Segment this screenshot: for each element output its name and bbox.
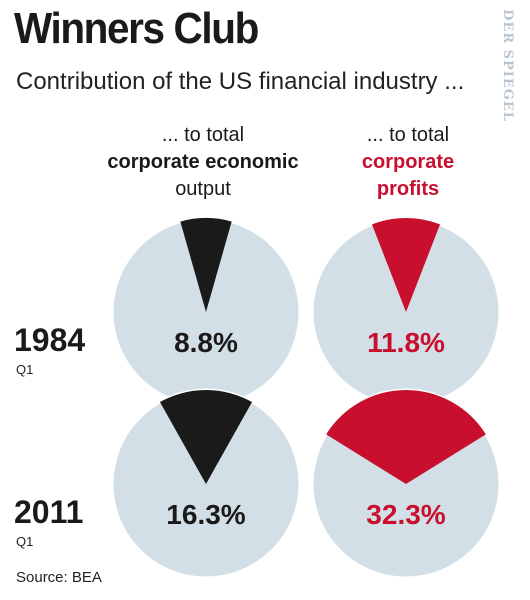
column-header-output-line3: output — [175, 178, 231, 200]
row-label-quarter-1984: Q1 — [16, 362, 34, 377]
pie-value-label: 8.8% — [174, 327, 238, 358]
pie-slice — [326, 389, 486, 484]
column-header-profits-line3: profits — [376, 178, 440, 200]
row-label-year-2011: 2011 — [14, 494, 84, 530]
source-note: Source: BEA — [16, 569, 102, 586]
column-header-output: ... to total corporate economic output — [83, 122, 323, 203]
pie-slice — [159, 390, 253, 484]
pie-output-1984-q1: 8.8% — [110, 216, 302, 408]
pie-profits-2011-q1: 32.3% — [310, 388, 502, 580]
row-label-year-1984: 1984 — [14, 322, 86, 358]
pie-value-label: 32.3% — [366, 499, 445, 530]
column-header-profits: ... to total corporate profits — [288, 122, 528, 203]
pie-value-label: 16.3% — [166, 499, 245, 530]
pie-slice — [180, 217, 232, 312]
column-header-profits-line2: corporate — [361, 151, 455, 173]
row-label-quarter-2011: Q1 — [16, 534, 34, 549]
pie-output-2011-q1: 16.3% — [110, 388, 302, 580]
chart-title: Winners Club — [14, 4, 259, 53]
column-header-output-line2: corporate economic — [107, 151, 299, 173]
pie-value-label: 11.8% — [367, 327, 445, 358]
column-header-profits-line1: ... to total — [366, 124, 450, 146]
chart-subtitle: Contribution of the US financial industr… — [16, 68, 465, 95]
pie-slice — [371, 218, 441, 312]
pie-profits-1984-q1: 11.8% — [310, 216, 502, 408]
column-header-output-line1: ... to total — [161, 124, 245, 146]
